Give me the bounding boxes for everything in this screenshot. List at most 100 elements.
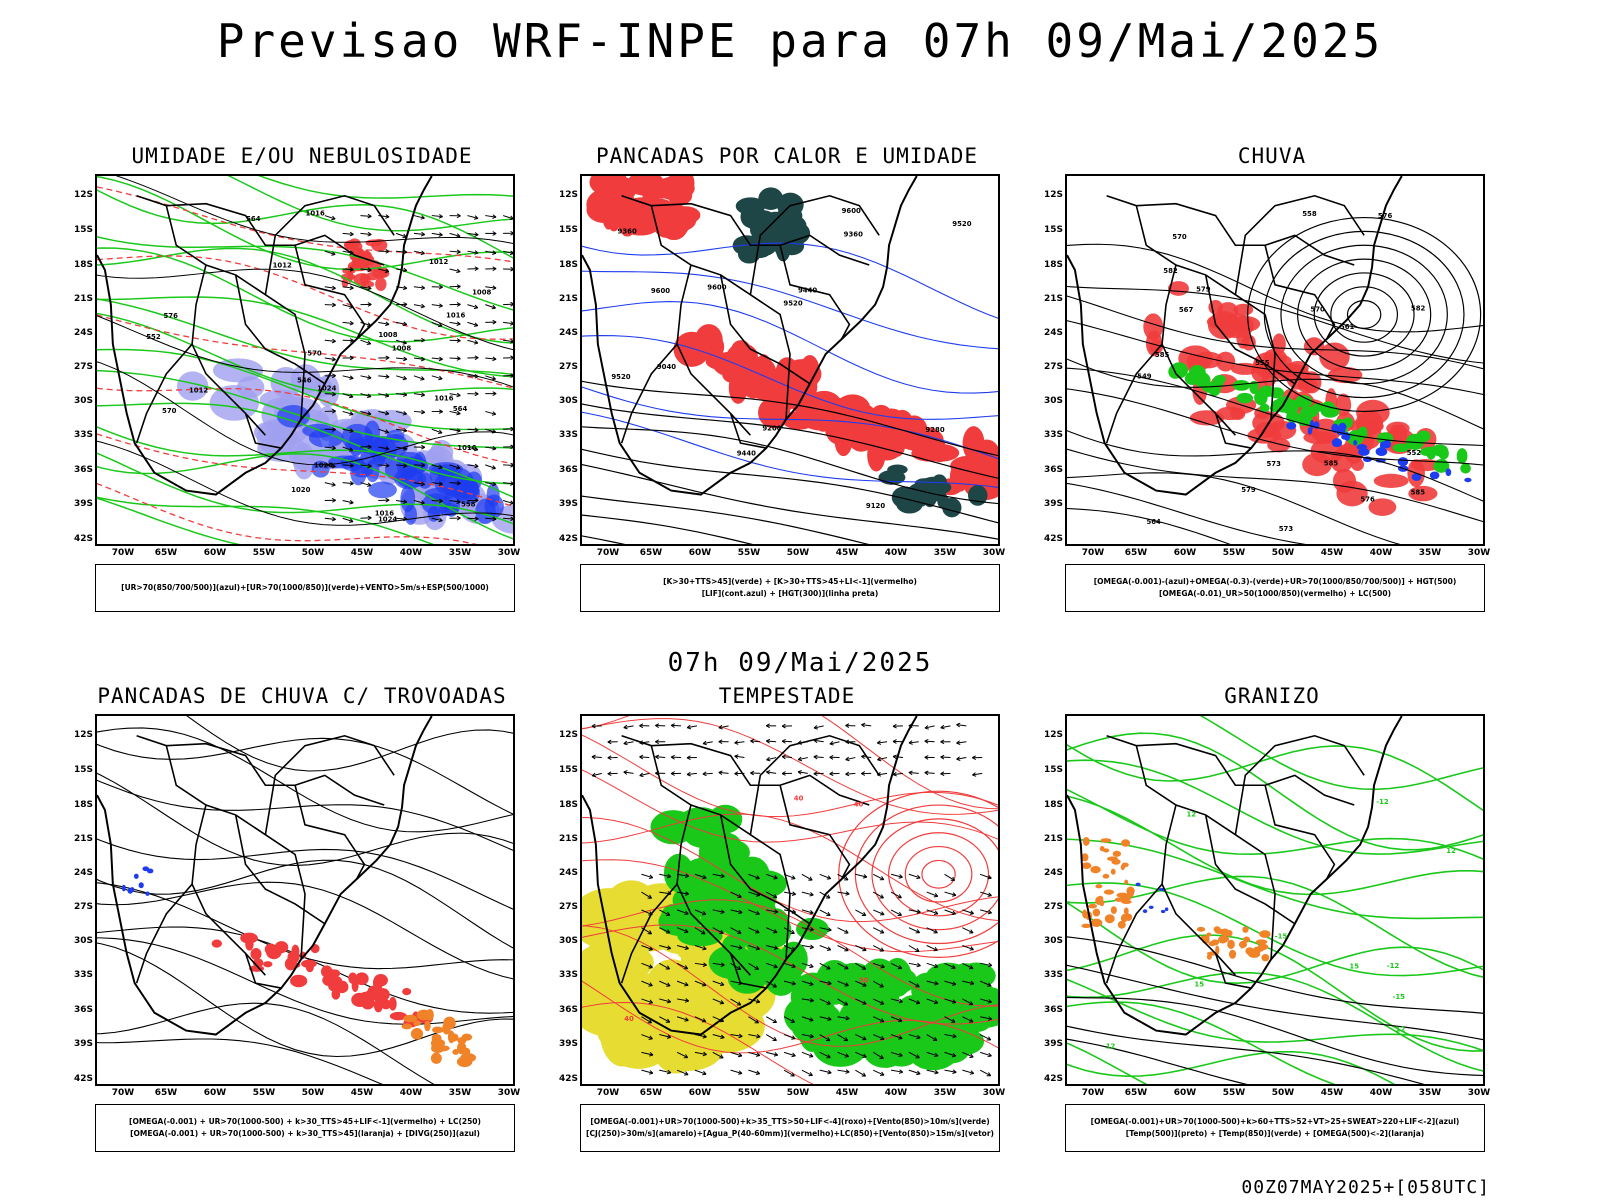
wind-vector-head <box>880 963 885 969</box>
contour-value-label: 9280 <box>925 426 944 434</box>
wind-vector <box>845 757 856 761</box>
contour-value-label: 585 <box>1324 460 1339 468</box>
contour-line <box>582 859 998 953</box>
contour-value-label: 9200 <box>762 425 781 433</box>
wind-vector <box>890 1034 903 1039</box>
wind-vector-head <box>384 268 390 274</box>
wind-vector <box>502 250 513 254</box>
wind-vector <box>324 517 336 520</box>
shaded-area <box>377 270 388 278</box>
wind-vector <box>449 268 461 273</box>
contour-line <box>582 495 870 544</box>
contour-value-label: 40 <box>854 801 864 809</box>
wind-vector-head <box>666 982 671 987</box>
wind-vector <box>730 998 742 1006</box>
weather-map-svg: 585 585 582 579 585 582 579 576 573 570 567 564 561 5… <box>1067 176 1483 544</box>
panel-legend: [OMEGA(-0.001) + UR>70(1000-500) + k>30_… <box>95 1104 515 1152</box>
contour-line <box>1067 901 1483 984</box>
wind-vector <box>659 1069 671 1074</box>
wind-vector-head <box>879 947 885 952</box>
shaded-area <box>1124 879 1129 885</box>
shaded-area <box>1373 473 1409 488</box>
contour-line <box>97 1002 435 1084</box>
wind-vector <box>342 410 354 415</box>
wind-vector-head <box>438 409 443 414</box>
shaded-area <box>430 1052 442 1064</box>
wind-vector-head <box>438 464 443 470</box>
wind-vector-head <box>862 946 867 952</box>
wind-vector-head <box>829 771 834 777</box>
shaded-area <box>1148 905 1154 909</box>
wind-vector-head <box>827 1016 832 1021</box>
wind-vector <box>360 339 371 345</box>
contour-value-label: 576 <box>1360 495 1375 503</box>
wind-vector-head <box>844 982 849 987</box>
latitude-tick-label: 21S <box>1043 294 1063 304</box>
wind-vector-head <box>950 876 956 881</box>
wind-vector-head <box>933 929 938 934</box>
longitude-tick-label: 45W <box>350 548 374 558</box>
contour-value-label: 9600 <box>651 287 670 295</box>
longitude-tick-label: 30W <box>497 1088 521 1098</box>
shaded-area <box>1090 865 1101 874</box>
panel-tempestade: TEMPESTADE 12S 15S 18S 21S 24S 27S 30S 33S 36S 39S… <box>552 684 1022 1154</box>
contour-value-label: 12 <box>1186 810 1196 818</box>
wind-vector-head <box>827 980 832 986</box>
wind-vector-head <box>755 1070 761 1075</box>
wind-vector-head <box>986 1072 992 1077</box>
wind-vector-head <box>951 892 957 897</box>
wind-vector <box>360 232 372 236</box>
wind-vector-head <box>420 285 426 291</box>
wind-vector-head <box>666 998 672 1004</box>
wind-vector-head <box>916 962 921 968</box>
shaded-area <box>276 404 310 428</box>
wind-vector-head <box>510 426 513 432</box>
political-border <box>1106 195 1355 266</box>
wind-vector-head <box>473 215 479 220</box>
weather-map-svg: 12 12 12 15 12 15 -15 -12 -12 -15 <box>1067 716 1483 1084</box>
wind-vector <box>962 909 974 915</box>
political-border <box>1264 245 1336 340</box>
contour-line <box>97 176 513 271</box>
wind-vector <box>413 250 425 255</box>
contour-value-label: 564 <box>453 405 468 413</box>
shaded-area <box>1127 889 1134 898</box>
legend-line: [OMEGA(-0.001)+UR>70(1000-500)+k>35_TTS>… <box>590 1117 990 1126</box>
shaded-area <box>1271 399 1283 410</box>
wind-vector-head <box>385 446 390 451</box>
shaded-area <box>1429 471 1440 480</box>
wind-vector <box>676 927 689 933</box>
wind-vector-head <box>349 393 354 399</box>
wind-vector <box>360 321 372 326</box>
wind-vector <box>485 304 496 309</box>
wind-vector-head <box>639 723 644 729</box>
wind-vector <box>783 1069 795 1077</box>
wind-vector-head <box>773 1052 779 1057</box>
shaded-area <box>1419 447 1435 457</box>
wind-vector <box>908 909 921 913</box>
contour-line <box>1067 448 1483 523</box>
wind-vector-head <box>766 756 771 762</box>
wind-vector <box>641 1016 652 1024</box>
latitude-tick-label: 42S <box>558 534 578 544</box>
wind-vector-head <box>880 1018 885 1023</box>
wind-vector <box>449 482 461 484</box>
wind-vector-head <box>765 723 770 729</box>
longitude-tick-label: 60W <box>203 548 227 558</box>
contour-line <box>97 402 513 485</box>
wind-vector-head <box>492 266 497 272</box>
wind-vector <box>694 945 707 950</box>
shaded-area <box>1233 303 1254 316</box>
wind-vector <box>342 428 354 432</box>
wind-vector <box>449 464 461 469</box>
wind-vector <box>837 927 849 934</box>
wind-vector-head <box>916 1070 921 1076</box>
latitude-tick-label: 36S <box>1043 1005 1063 1015</box>
wind-vector <box>980 998 992 1003</box>
wind-vector <box>712 1034 725 1039</box>
contour-value-label: 1008 <box>392 345 411 353</box>
wind-vector-head <box>765 738 771 744</box>
wind-vector <box>748 873 760 879</box>
wind-vector-head <box>940 739 945 745</box>
panel-granizo: GRANIZO 12S 15S 18S 21S 24S 27S 30S 33S 36S 39S 42S… <box>1037 684 1507 1154</box>
